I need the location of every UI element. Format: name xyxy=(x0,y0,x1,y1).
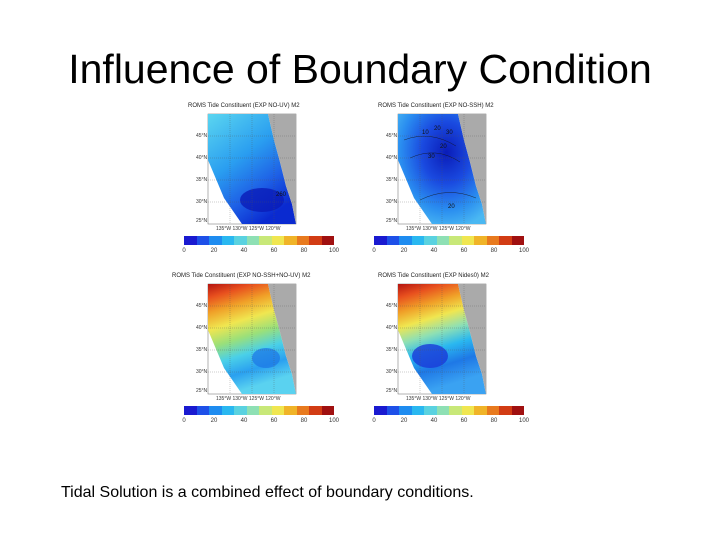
colorbar-tick: 80 xyxy=(300,418,308,424)
colorbar-tick: 40 xyxy=(430,418,438,424)
slide-caption: Tidal Solution is a combined effect of b… xyxy=(61,484,474,501)
lat-label: 25°N xyxy=(196,388,208,394)
contour-label: 20 xyxy=(440,144,447,150)
map-nides0 xyxy=(397,283,487,395)
lat-label: 35°N xyxy=(386,177,398,183)
colorbar xyxy=(184,406,334,415)
colorbar-tick: 0 xyxy=(182,248,186,254)
map-no-uv xyxy=(207,113,297,225)
panel-title: ROMS Tide Constituent (EXP NO-SSH+NO-UV)… xyxy=(172,273,311,279)
colorbar-tick: 40 xyxy=(430,248,438,254)
lon-labels: 135°W 130°W 125°W 120°W xyxy=(216,226,281,232)
contour-label: 20 xyxy=(448,204,455,210)
lat-label: 30°N xyxy=(386,369,398,375)
colorbar-tick: 100 xyxy=(518,248,530,254)
tide-figure: ROMS Tide Constituent (EXP NO-UV) M2 xyxy=(170,100,536,430)
lat-label: 40°N xyxy=(386,325,398,331)
colorbar-tick: 20 xyxy=(400,418,408,424)
colorbar xyxy=(374,406,524,415)
lat-label: 25°N xyxy=(386,218,398,224)
colorbar-tick: 60 xyxy=(460,418,468,424)
colorbar-tick: 0 xyxy=(182,418,186,424)
colorbar-tick: 0 xyxy=(372,418,376,424)
colorbar-tick: 60 xyxy=(460,248,468,254)
colorbar xyxy=(374,236,524,245)
lat-label: 40°N xyxy=(196,325,208,331)
panel-exp-nides0: ROMS Tide Constituent (EXP Nides0) M2 xyxy=(360,270,538,430)
lon-labels: 135°W 130°W 125°W 120°W xyxy=(216,396,281,402)
colorbar-tick: 100 xyxy=(328,248,340,254)
lon-labels: 135°W 130°W 125°W 120°W xyxy=(406,396,471,402)
colorbar-tick: 80 xyxy=(300,248,308,254)
colorbar-tick: 40 xyxy=(240,418,248,424)
panel-title: ROMS Tide Constituent (EXP NO-SSH) M2 xyxy=(378,103,494,109)
lat-label: 35°N xyxy=(386,347,398,353)
panel-exp-no-uv: ROMS Tide Constituent (EXP NO-UV) M2 xyxy=(170,100,348,260)
colorbar-tick: 60 xyxy=(270,248,278,254)
map-no-ssh xyxy=(397,113,487,225)
colorbar-tick: 100 xyxy=(518,418,530,424)
contour-label: 260 xyxy=(276,192,287,198)
lat-label: 45°N xyxy=(386,133,398,139)
lat-label: 30°N xyxy=(196,369,208,375)
panel-title: ROMS Tide Constituent (EXP Nides0) M2 xyxy=(378,273,489,279)
lat-label: 45°N xyxy=(196,303,208,309)
lon-labels: 135°W 130°W 125°W 120°W xyxy=(406,226,471,232)
slide-title: Influence of Boundary Condition xyxy=(68,46,652,92)
colorbar-tick: 20 xyxy=(400,248,408,254)
colorbar-tick: 80 xyxy=(490,418,498,424)
colorbar-tick: 20 xyxy=(210,418,218,424)
contour-label: 30 xyxy=(428,154,435,160)
lat-label: 35°N xyxy=(196,347,208,353)
contour-label: 30 xyxy=(446,130,453,136)
lat-label: 40°N xyxy=(196,155,208,161)
colorbar-tick: 100 xyxy=(328,418,340,424)
lat-label: 40°N xyxy=(386,155,398,161)
colorbar xyxy=(184,236,334,245)
contour-label: 10 xyxy=(422,130,429,136)
lat-label: 30°N xyxy=(196,199,208,205)
lat-label: 25°N xyxy=(196,218,208,224)
lat-label: 25°N xyxy=(386,388,398,394)
panel-exp-no-ssh: ROMS Tide Constituent (EXP NO-SSH) M2 xyxy=(360,100,538,260)
panel-exp-no-ssh-no-uv: ROMS Tide Constituent (EXP NO-SSH+NO-UV)… xyxy=(170,270,348,430)
lat-label: 45°N xyxy=(196,133,208,139)
panel-title: ROMS Tide Constituent (EXP NO-UV) M2 xyxy=(188,103,300,109)
colorbar-tick: 40 xyxy=(240,248,248,254)
map-no-ssh-no-uv xyxy=(207,283,297,395)
colorbar-tick: 60 xyxy=(270,418,278,424)
lat-label: 30°N xyxy=(386,199,398,205)
colorbar-tick: 20 xyxy=(210,248,218,254)
colorbar-tick: 80 xyxy=(490,248,498,254)
lat-label: 45°N xyxy=(386,303,398,309)
lat-label: 35°N xyxy=(196,177,208,183)
colorbar-tick: 0 xyxy=(372,248,376,254)
contour-label: 20 xyxy=(434,126,441,132)
